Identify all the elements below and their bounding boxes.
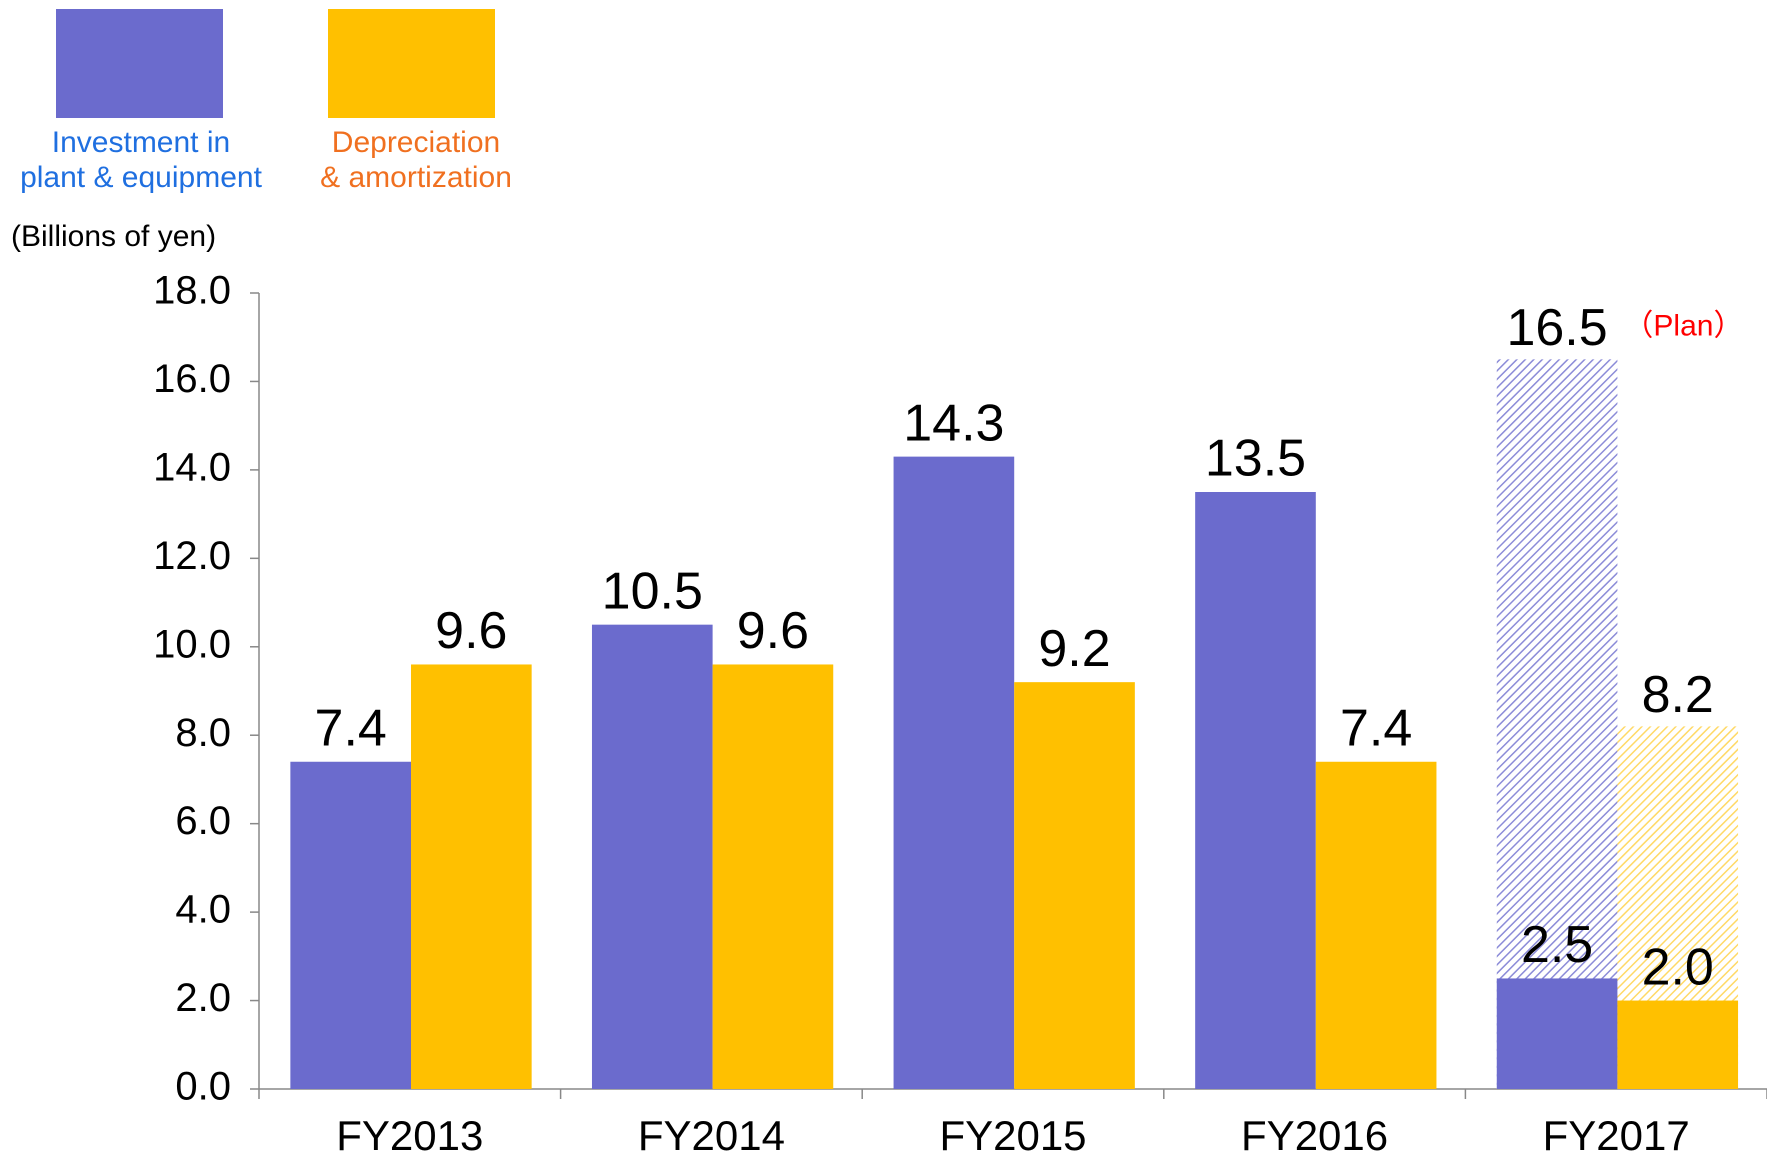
bar xyxy=(1496,978,1618,1089)
bar xyxy=(1315,761,1437,1089)
y-tick-label: 4.0 xyxy=(175,888,231,932)
bar xyxy=(1014,682,1135,1089)
bar xyxy=(893,456,1015,1090)
legend-swatch xyxy=(328,9,495,118)
y-tick-label: 6.0 xyxy=(175,799,231,843)
x-tick-label: FY2016 xyxy=(1241,1112,1388,1159)
y-tick-label: 14.0 xyxy=(153,445,231,489)
y-tick-label: 16.0 xyxy=(153,357,231,401)
value-label: 9.6 xyxy=(435,602,507,660)
value-label: 14.3 xyxy=(903,394,1004,452)
bar xyxy=(1617,1000,1739,1089)
plan-value-label: 8.2 xyxy=(1642,666,1714,724)
y-tick-label: 8.0 xyxy=(175,711,231,755)
bar xyxy=(290,761,412,1089)
legend-label: Investment in plant & equipment xyxy=(20,126,262,194)
x-tick-label: FY2014 xyxy=(638,1112,785,1159)
value-label: 2.0 xyxy=(1642,938,1714,996)
value-label: 9.6 xyxy=(737,602,809,660)
y-tick-label: 10.0 xyxy=(153,622,231,666)
value-label: 13.5 xyxy=(1205,430,1306,488)
y-axis-label: (Billions of yen) xyxy=(11,220,216,253)
value-label: 9.2 xyxy=(1038,620,1110,678)
x-tick-label: FY2015 xyxy=(939,1112,1086,1159)
value-label: 7.4 xyxy=(315,699,387,757)
x-tick-label: FY2017 xyxy=(1543,1112,1690,1159)
value-label: 10.5 xyxy=(602,562,703,620)
y-tick-label: 18.0 xyxy=(153,269,231,313)
bar xyxy=(712,664,834,1089)
legend-swatch xyxy=(56,9,223,118)
bar xyxy=(591,624,713,1089)
bar xyxy=(1195,492,1316,1089)
bar xyxy=(411,664,532,1089)
value-label: 2.5 xyxy=(1521,916,1593,974)
plan-annotation: （Plan） xyxy=(1623,309,1743,342)
y-tick-label: 12.0 xyxy=(153,534,231,578)
value-label: 7.4 xyxy=(1340,699,1412,757)
y-tick-label: 2.0 xyxy=(175,976,231,1020)
plan-bar xyxy=(1496,359,1618,1089)
y-tick-label: 0.0 xyxy=(175,1065,231,1109)
plan-value-label: 16.5 xyxy=(1506,299,1607,357)
legend-label: Depreciation & amortization xyxy=(320,126,512,194)
x-tick-label: FY2013 xyxy=(336,1112,483,1159)
